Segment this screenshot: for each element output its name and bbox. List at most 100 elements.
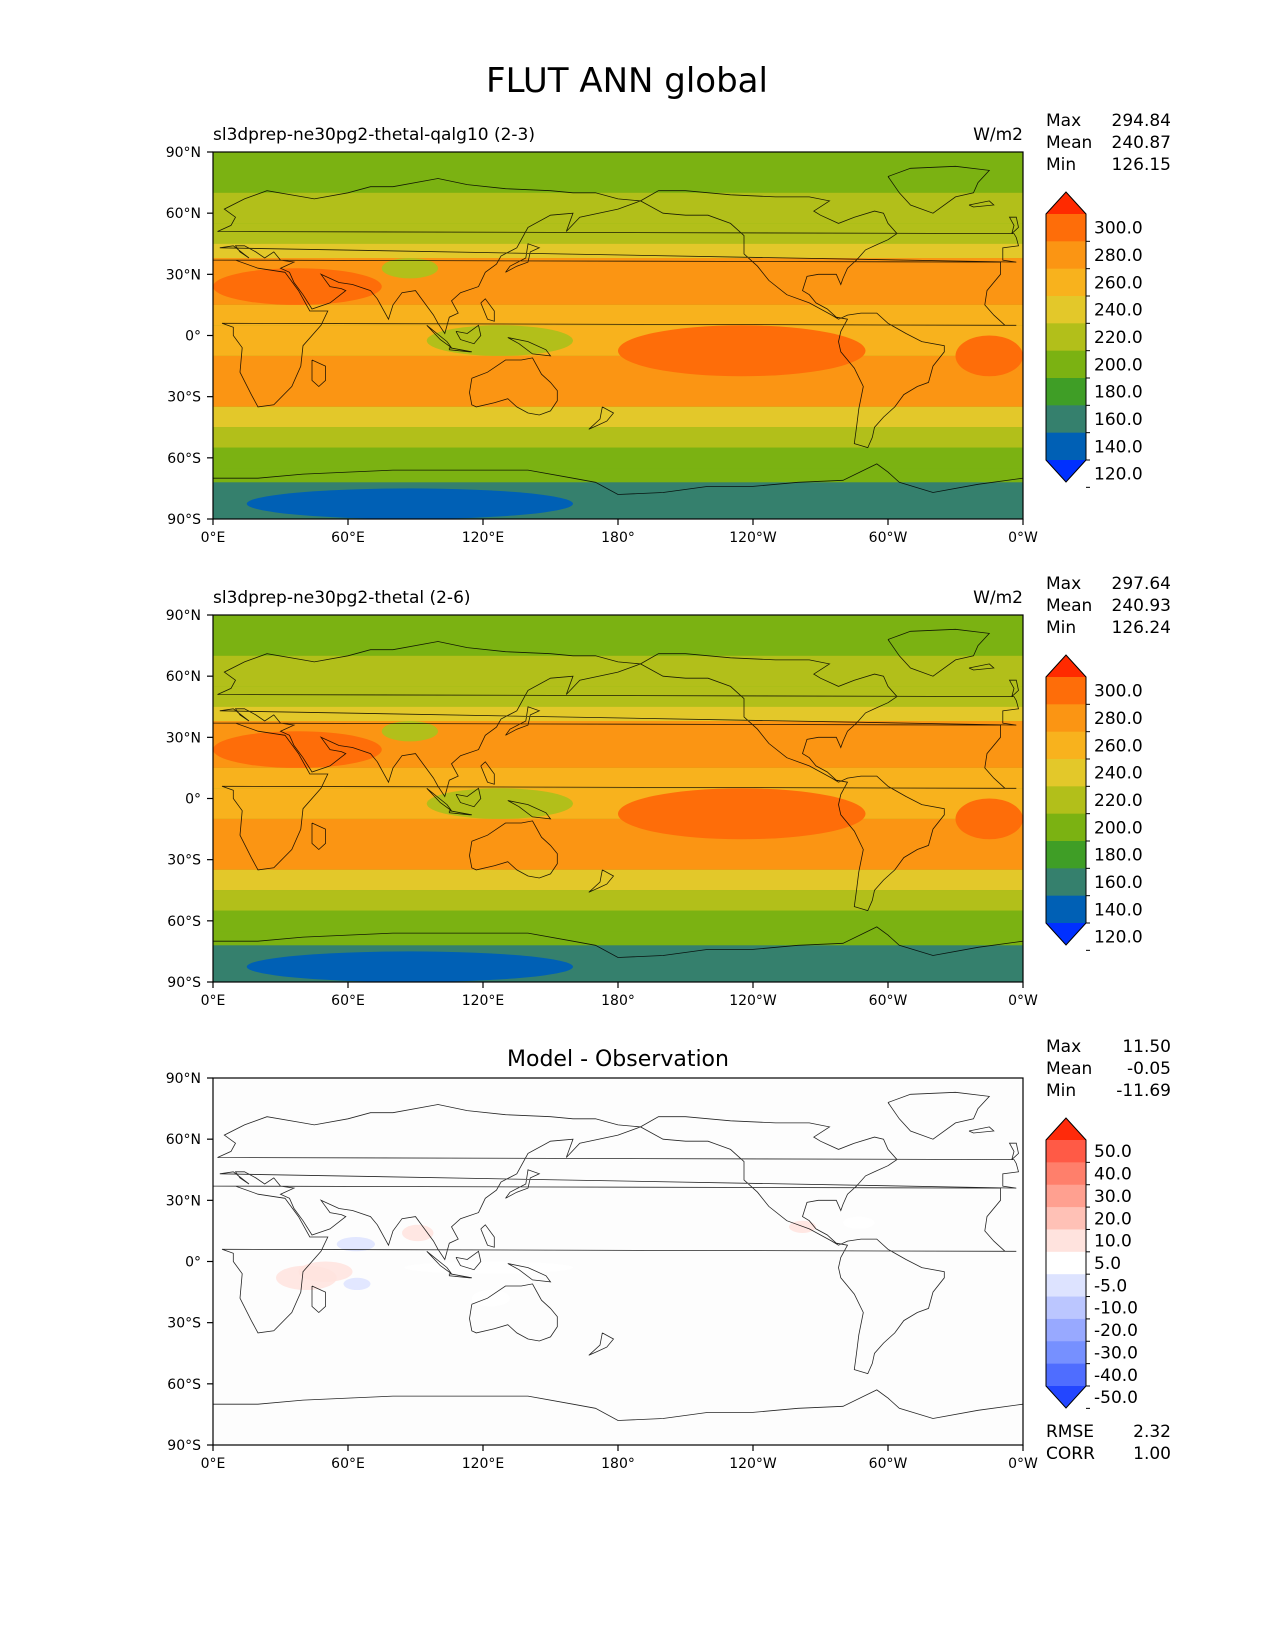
panel-reference: sl3dprep-ne30pg2-thetal (2-6) W/m2 0°E 60… bbox=[166, 588, 1038, 1009]
colorbar-tick-label: -50.0 bbox=[1094, 1388, 1138, 1408]
field-anomaly bbox=[843, 1216, 875, 1229]
map-field bbox=[213, 152, 1023, 519]
colorbar-tick-label: 220.0 bbox=[1094, 791, 1143, 811]
y-tick-label: 90°S bbox=[167, 975, 201, 991]
rmse-value: 2.32 bbox=[1133, 1422, 1171, 1442]
zonal-band bbox=[213, 304, 1023, 326]
colorbar-tick-label: 40.0 bbox=[1094, 1165, 1132, 1185]
panel-title-left: sl3dprep-ne30pg2-thetal-qalg10 (2-3) bbox=[213, 125, 535, 145]
stat-mean-label: Mean bbox=[1046, 596, 1092, 616]
zonal-band bbox=[213, 910, 1023, 932]
y-axis: 90°N 60°N 30°N 0° 30°S 60°S 90°S bbox=[166, 1071, 213, 1454]
zonal-band bbox=[213, 890, 1023, 911]
x-tick-label: 180° bbox=[601, 530, 635, 546]
x-tick-label: 120°W bbox=[729, 993, 777, 1009]
colorbar-tick-label: 120.0 bbox=[1094, 928, 1143, 948]
colorbar-tick-label: -10.0 bbox=[1094, 1299, 1138, 1319]
x-axis: 0°E 60°E 120°E 180° 120°W 60°W 0°W bbox=[201, 519, 1038, 546]
colorbar-tick-label: 10.0 bbox=[1094, 1232, 1132, 1252]
stat-mean-value: 240.87 bbox=[1112, 133, 1171, 153]
x-tick-label: 120°E bbox=[462, 993, 505, 1009]
colorbar-extension-top bbox=[1046, 1118, 1086, 1140]
field-anomaly bbox=[955, 798, 1023, 840]
colorbar-tick-label: 240.0 bbox=[1094, 301, 1143, 321]
panel-title-center: Model - Observation bbox=[507, 1047, 729, 1072]
stat-max-value: 297.64 bbox=[1112, 574, 1171, 594]
y-tick-label: 60°S bbox=[167, 914, 201, 930]
colorbar-bin bbox=[1046, 1184, 1086, 1208]
stat-max-label: Max bbox=[1046, 574, 1081, 594]
x-tick-label: 0°W bbox=[1008, 1456, 1038, 1472]
y-tick-label: 0° bbox=[185, 1255, 201, 1271]
colorbar-bin bbox=[1046, 378, 1086, 406]
colorbar-tick-label: 180.0 bbox=[1094, 383, 1143, 403]
stat-mean-label: Mean bbox=[1046, 133, 1092, 153]
colorbar-extension-top bbox=[1046, 655, 1086, 677]
colorbar-bin bbox=[1046, 731, 1086, 760]
y-axis: 90°N 60°N 30°N 0° 30°S 60°S 90°S bbox=[166, 608, 213, 991]
map-field bbox=[213, 615, 1023, 982]
colorbar-bin bbox=[1046, 323, 1086, 352]
stat-min-value: -11.69 bbox=[1116, 1081, 1171, 1101]
field-anomaly bbox=[618, 325, 866, 377]
zonal-band bbox=[213, 615, 1023, 656]
colorbar: 300.0 280.0 260.0 240.0 220.0 200.0 180.0 160.0… bbox=[1045, 654, 1143, 951]
stat-mean-label: Mean bbox=[1046, 1059, 1092, 1079]
field-anomaly bbox=[343, 1277, 371, 1291]
heatmap-layer bbox=[213, 1078, 1023, 1445]
x-tick-label: 60°E bbox=[331, 1456, 365, 1472]
colorbar-bin bbox=[1046, 895, 1086, 924]
y-tick-label: 90°S bbox=[167, 1438, 201, 1454]
x-tick-label: 0°E bbox=[201, 1456, 226, 1472]
colorbar-tick-label: 30.0 bbox=[1094, 1187, 1132, 1207]
colorbar-tick-label: -5.0 bbox=[1094, 1276, 1127, 1296]
x-tick-label: 60°E bbox=[331, 530, 365, 546]
colorbar-extension-bottom bbox=[1046, 460, 1086, 482]
colorbar-extension-top bbox=[1046, 192, 1086, 214]
stats-block: Max 11.50 Mean -0.05 Min -11.69 bbox=[1046, 1037, 1171, 1101]
zonal-band bbox=[213, 427, 1023, 448]
y-tick-label: 60°N bbox=[166, 1132, 201, 1148]
colorbar-extension-bottom bbox=[1046, 923, 1086, 945]
zonal-band bbox=[213, 788, 1023, 819]
colorbar-tick-label: 260.0 bbox=[1094, 273, 1143, 293]
colorbar-tick-label: -30.0 bbox=[1094, 1343, 1138, 1363]
coastlines bbox=[213, 1091, 1023, 1421]
field-anomaly bbox=[402, 1224, 434, 1242]
figure-title: FLUT ANN global bbox=[486, 61, 768, 101]
colorbar: 50.0 40.030.020.0 10.05.0-5.0 -10.0-20.0-30… bbox=[1045, 1117, 1138, 1409]
colorbar-tick-label: 280.0 bbox=[1094, 246, 1143, 266]
x-tick-label: 120°W bbox=[729, 530, 777, 546]
colorbar-bin bbox=[1046, 1274, 1086, 1298]
zonal-band bbox=[213, 406, 1023, 428]
colorbar-tick-label: 180.0 bbox=[1094, 846, 1143, 866]
colorbar-bin bbox=[1046, 1363, 1086, 1387]
x-tick-label: 120°E bbox=[462, 1456, 505, 1472]
field-anomaly bbox=[404, 1261, 573, 1274]
y-tick-label: 0° bbox=[185, 792, 201, 808]
stat-min-label: Min bbox=[1046, 1081, 1076, 1101]
zonal-band bbox=[213, 468, 1023, 483]
colorbar-bin bbox=[1046, 296, 1086, 324]
colorbar-bin bbox=[1046, 1341, 1086, 1365]
colorbar-bin bbox=[1046, 241, 1086, 270]
colorbar-bin bbox=[1046, 868, 1086, 897]
y-tick-label: 90°N bbox=[166, 1071, 201, 1087]
field-anomaly bbox=[246, 951, 573, 982]
zonal-band bbox=[213, 325, 1023, 356]
zonal-band bbox=[213, 818, 1023, 870]
colorbar-tick-label: 220.0 bbox=[1094, 328, 1143, 348]
colorbar-tick-label: -20.0 bbox=[1094, 1321, 1138, 1341]
colorbar-bin bbox=[1046, 350, 1086, 379]
stat-mean-value: 240.93 bbox=[1112, 596, 1171, 616]
stat-max-label: Max bbox=[1046, 1037, 1081, 1057]
colorbar-extension-bottom bbox=[1046, 1386, 1086, 1408]
x-tick-label: 180° bbox=[601, 993, 635, 1009]
colorbar-bin bbox=[1046, 432, 1086, 461]
colorbar-tick-label: 140.0 bbox=[1094, 437, 1143, 457]
x-tick-label: 120°W bbox=[729, 1456, 777, 1472]
panel-difference: Model - Observation 0°E 60°E 120°E 180° 120°… bbox=[166, 1047, 1038, 1472]
colorbar-bin bbox=[1046, 813, 1086, 842]
field-background bbox=[213, 1078, 1023, 1445]
coastlines bbox=[213, 628, 1023, 958]
